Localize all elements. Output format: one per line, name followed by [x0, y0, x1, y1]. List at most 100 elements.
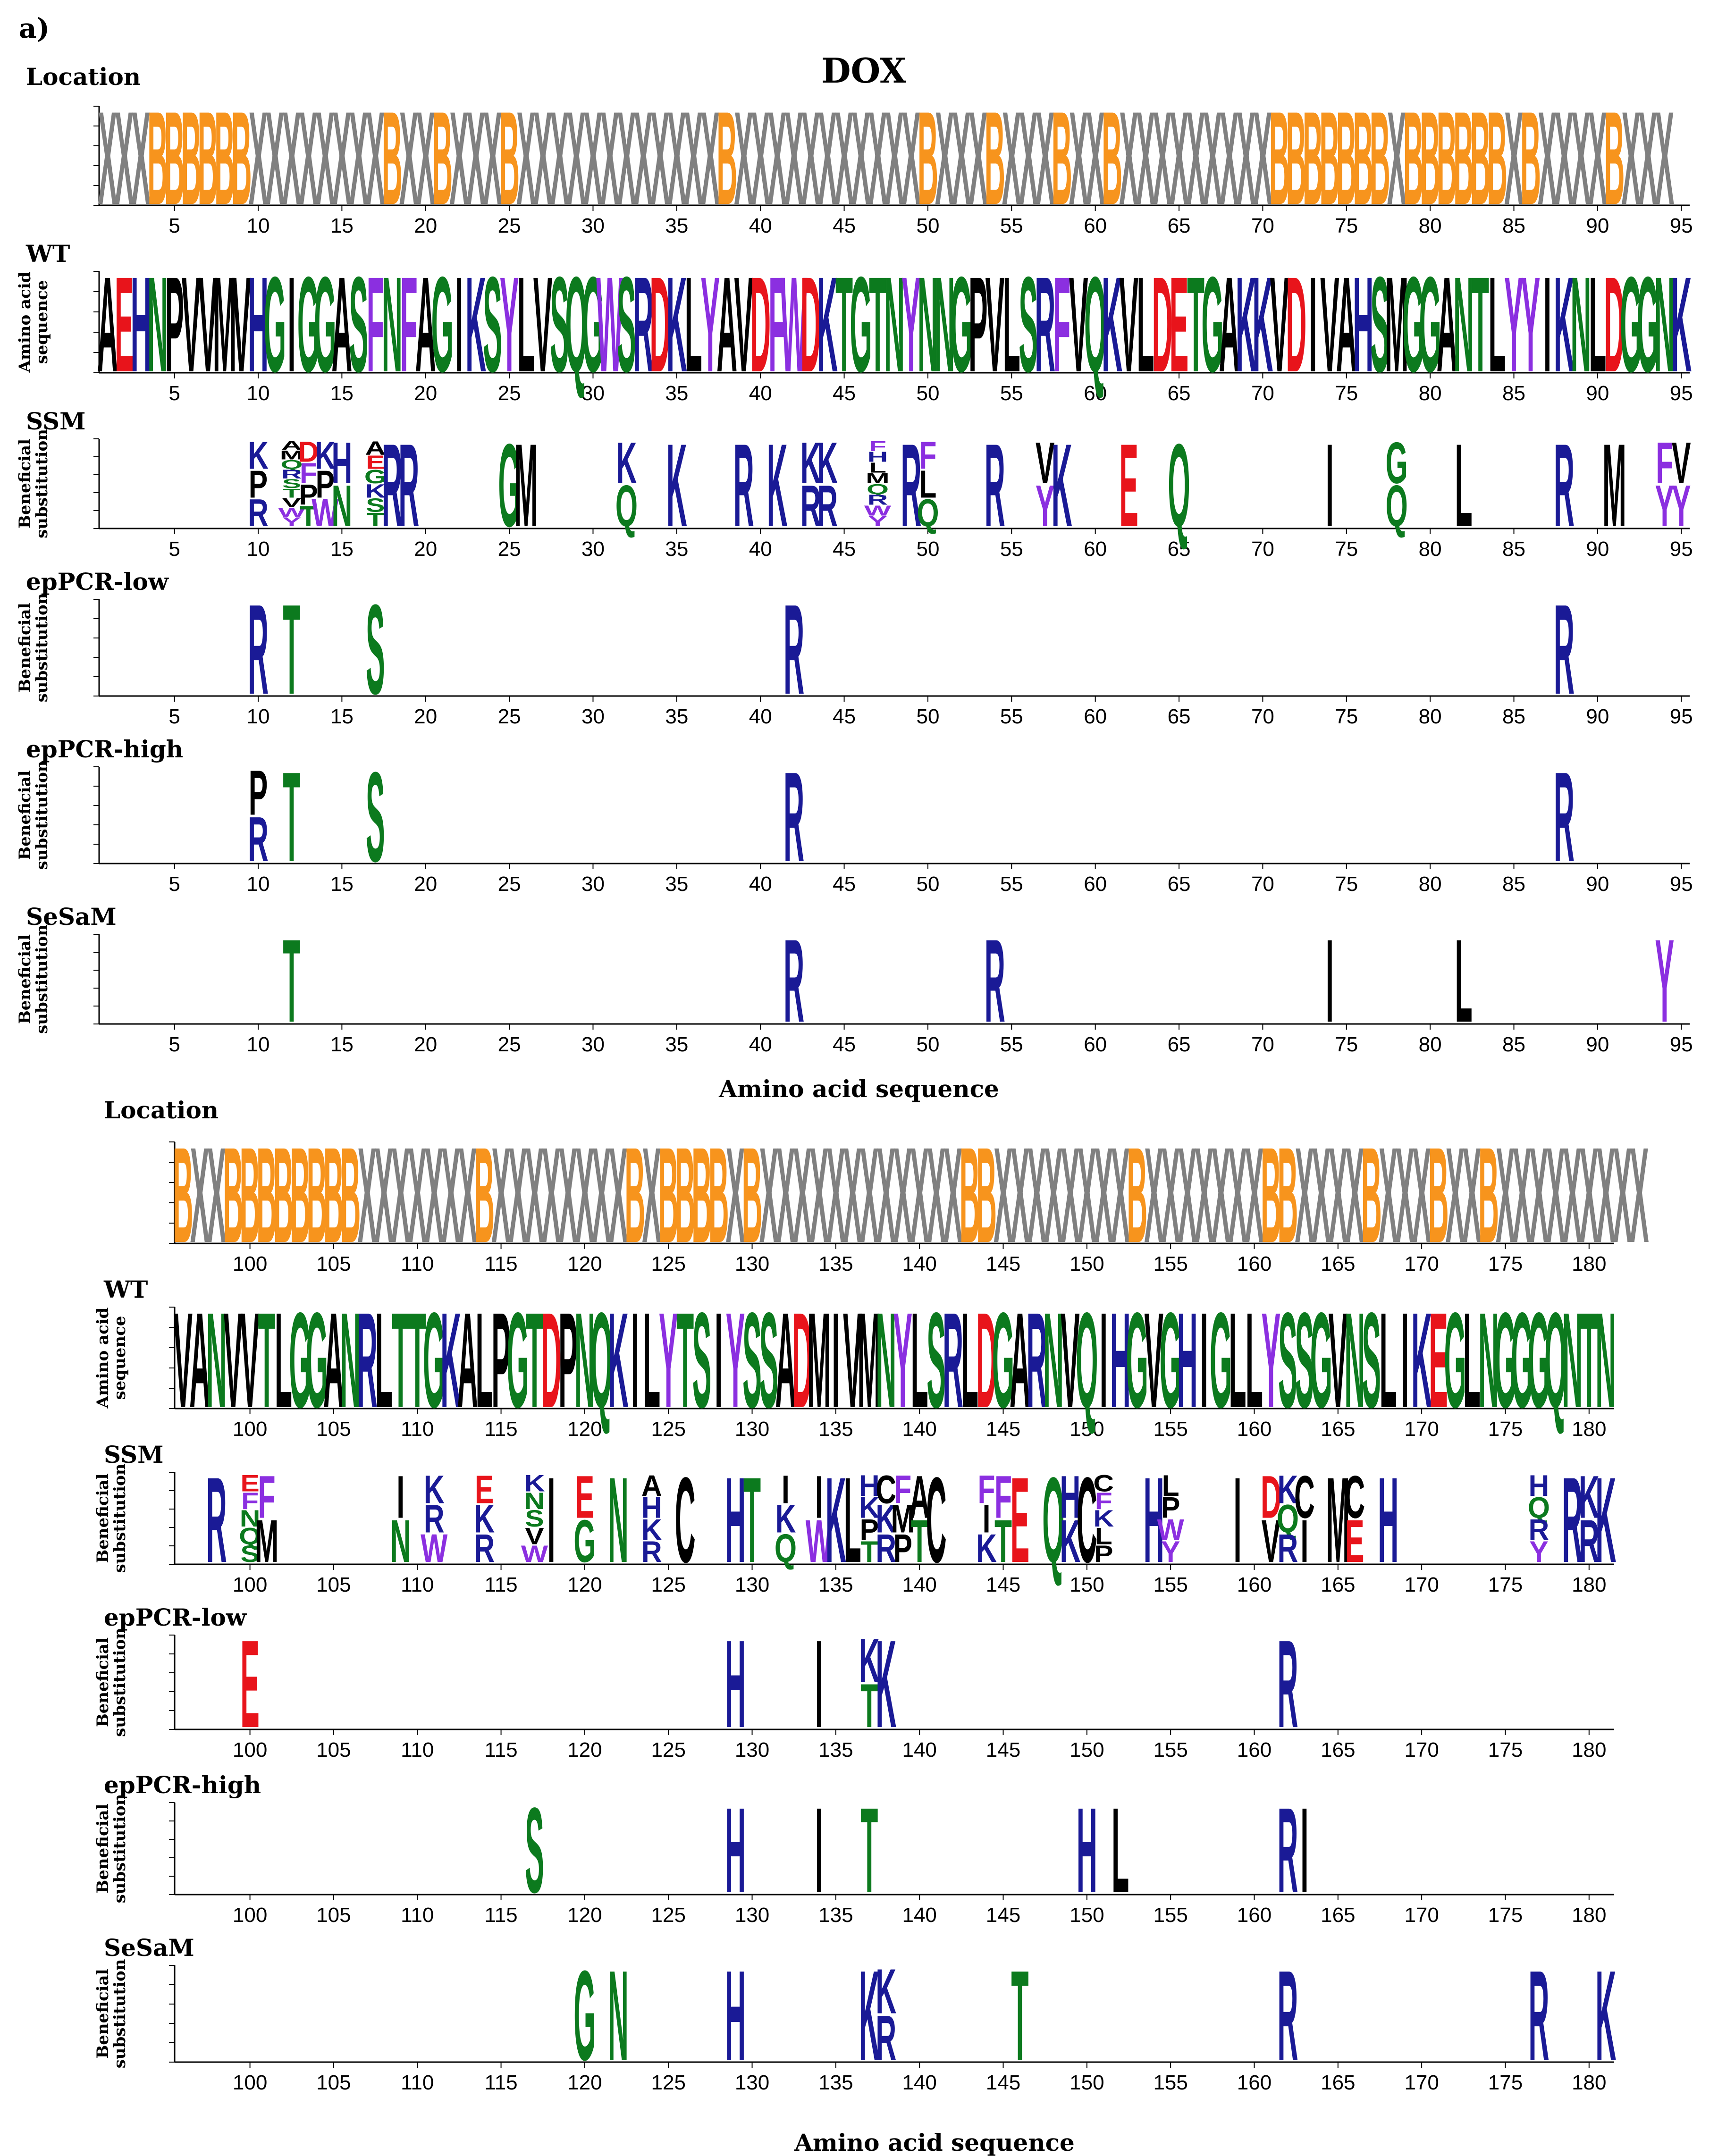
ssm-glyph-1-111-K: K: [424, 1467, 445, 1512]
location-glyph-1-168-letter: X: [1379, 1120, 1398, 1271]
ssm-glyph-1-134-W-letter: W: [806, 1508, 833, 1575]
wt-glyph-1-146-letter: A: [1010, 1285, 1030, 1436]
ssm-glyph-1-139-M: M: [891, 1496, 914, 1542]
ssm-glyph-1-98-R-letter: R: [206, 1452, 227, 1588]
location-glyph-0-91: B: [1604, 84, 1625, 233]
ssm-glyph-0-12-R-letter: R: [281, 467, 302, 481]
ssm-glyph-0-19-R-letter: R: [398, 419, 419, 551]
ssm-glyph-1-151-P-letter: P: [1094, 1541, 1113, 1567]
x-tick-label-0-1-15: 80: [1419, 382, 1442, 405]
x-tick-label-0-3-2: 15: [330, 705, 354, 728]
x-tick-label-1-0-12: 160: [1237, 1252, 1272, 1275]
wt-glyph-1-96-letter: V: [174, 1285, 193, 1436]
x-tick-label-0-4-5: 30: [581, 872, 605, 896]
ssm-glyph-1-162-K: K: [1278, 1467, 1298, 1512]
location-glyph-1-107-letter: X: [358, 1120, 377, 1271]
x-tick-label-0-3-12: 65: [1168, 705, 1191, 728]
wt-glyph-0-31: W: [596, 249, 623, 401]
location-glyph-1-157-letter: X: [1195, 1120, 1213, 1271]
x-tick-label-1-5-2: 110: [401, 2071, 434, 2094]
x-tick-label-0-2-3: 20: [414, 537, 437, 561]
location-glyph-0-91-letter: B: [1604, 84, 1625, 233]
location-glyph-1-99: B: [223, 1120, 244, 1271]
location-glyph-1-118-letter: X: [542, 1120, 561, 1271]
ssm-glyph-0-17-A: A: [365, 437, 386, 459]
wt-glyph-1-133: D: [792, 1285, 813, 1436]
x-tick-label-1-5-7: 135: [818, 2071, 853, 2094]
y-axis-title-line-0-3-1: substitution: [33, 593, 51, 703]
location-glyph-1-149: X: [1061, 1120, 1079, 1271]
ssm-glyph-1-132-Q-letter: Q: [775, 1526, 797, 1571]
location-glyph-1-101: B: [256, 1120, 277, 1271]
location-glyph-1-168: X: [1379, 1120, 1398, 1271]
sesam-glyph-0-12-T: T: [283, 914, 300, 1047]
x-tick-label-0-5-9: 50: [916, 1033, 939, 1056]
wt-glyph-0-59: V: [1069, 249, 1088, 401]
ephigh-glyph-0-88-R-letter: R: [1554, 745, 1575, 889]
ssm-glyph-1-111-R: R: [424, 1496, 445, 1542]
x-tick-label-0-5-12: 65: [1168, 1033, 1191, 1056]
location-glyph-0-58: B: [1052, 84, 1072, 233]
location-glyph-0-88: X: [1555, 84, 1574, 233]
ssm-glyph-1-144-I-letter: I: [983, 1496, 991, 1542]
wt-glyph-0-6-letter: V: [182, 249, 201, 401]
wt-glyph-0-41: F: [768, 249, 786, 401]
location-glyph-0-75: B: [1336, 84, 1357, 233]
location-glyph-0-81-letter: B: [1437, 84, 1457, 233]
x-tick-label-0-5-4: 25: [498, 1033, 521, 1056]
wt-glyph-0-87: I: [1543, 249, 1551, 401]
wt-glyph-1-171-letter: E: [1429, 1285, 1448, 1436]
location-glyph-1-102: B: [273, 1120, 294, 1271]
ssm-glyph-1-151-F: F: [1095, 1488, 1112, 1514]
location-glyph-0-76: B: [1353, 84, 1373, 233]
wt-glyph-1-113-letter: A: [457, 1285, 478, 1436]
x-tick-label-1-0-1: 105: [316, 1252, 351, 1275]
location-glyph-1-131: X: [759, 1120, 778, 1271]
x-tick-label-0-3-4: 25: [498, 705, 521, 728]
wt-glyph-0-51: N: [935, 249, 955, 401]
ssm-glyph-1-145-T: T: [994, 1508, 1012, 1575]
ssm-glyph-0-12-M-letter: M: [280, 448, 303, 462]
location-glyph-1-122: X: [609, 1120, 628, 1271]
wt-glyph-1-103-letter: G: [289, 1285, 311, 1436]
location-glyph-1-171-letter: B: [1428, 1120, 1449, 1271]
location-glyph-1-163-letter: X: [1295, 1120, 1314, 1271]
wt-glyph-1-117: T: [526, 1285, 543, 1436]
x-tick-label-0-0-6: 35: [665, 214, 688, 237]
x-tick-label-0-2-10: 55: [1000, 537, 1023, 561]
wt-glyph-0-94: N: [1654, 249, 1675, 401]
location-glyph-1-120-letter: X: [575, 1120, 594, 1271]
location-glyph-0-90-letter: X: [1588, 84, 1607, 233]
location-glyph-0-69: X: [1237, 84, 1255, 233]
wt-glyph-0-56: S: [1019, 249, 1038, 401]
location-glyph-1-129: X: [726, 1120, 745, 1271]
wt-glyph-1-131: S: [759, 1285, 778, 1436]
ssm-glyph-1-144-K-letter: K: [976, 1526, 997, 1571]
location-glyph-0-41: X: [767, 84, 786, 233]
ssm-glyph-0-74-I-letter: I: [1326, 419, 1334, 551]
ssm-glyph-1-114-K-letter: K: [474, 1496, 495, 1542]
wt-glyph-0-13-letter: G: [297, 249, 320, 401]
location-glyph-0-31: X: [600, 84, 619, 233]
location-glyph-0-17: X: [366, 84, 385, 233]
location-glyph-1-134: X: [809, 1120, 828, 1271]
ssm-glyph-0-32-Q-letter: Q: [615, 473, 638, 539]
location-glyph-1-161: B: [1261, 1120, 1281, 1271]
location-glyph-1-114-letter: B: [474, 1120, 495, 1271]
location-glyph-0-37: X: [701, 84, 720, 233]
ssm-glyph-0-47-M-letter: M: [866, 471, 889, 487]
ssm-glyph-1-124-H: H: [641, 1491, 662, 1525]
location-glyph-1-119: X: [558, 1120, 577, 1271]
wt-glyph-0-10: H: [248, 249, 269, 401]
wt-glyph-1-151-letter: I: [1100, 1285, 1108, 1436]
wt-glyph-0-77-letter: S: [1371, 249, 1390, 401]
eplow-glyph-1-129-H: H: [725, 1614, 746, 1753]
wt-glyph-1-135: I: [832, 1285, 840, 1436]
wt-glyph-0-76-letter: H: [1353, 249, 1373, 401]
ssm-glyph-1-179-R: R: [1562, 1452, 1583, 1588]
wt-glyph-1-112: K: [440, 1285, 461, 1436]
ssm-glyph-0-43-R: R: [800, 473, 821, 539]
wt-glyph-1-181-letter: N: [1595, 1285, 1616, 1436]
ssm-glyph-1-137-H: H: [859, 1469, 880, 1503]
ssm-glyph-1-117-V: V: [525, 1523, 544, 1549]
